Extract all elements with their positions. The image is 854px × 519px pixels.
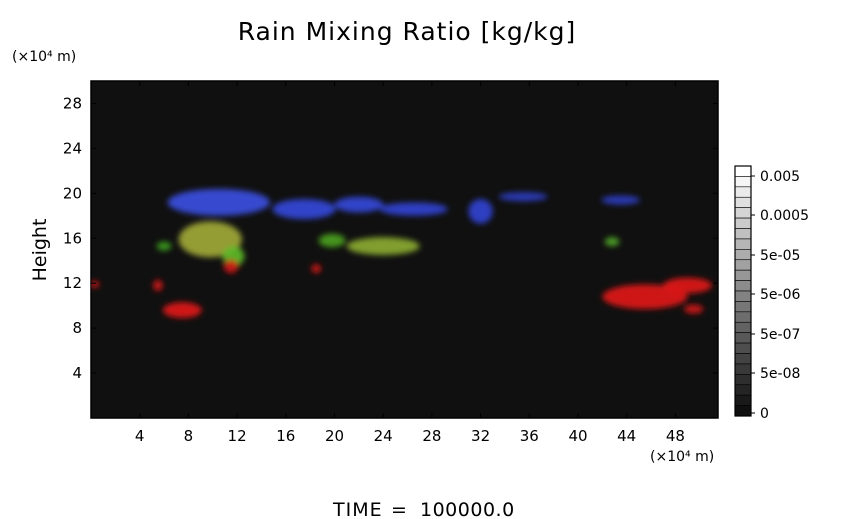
x-axis: 4 8 12 16 20 24 28 32 36 40 44 48 bbox=[135, 81, 685, 445]
data-region-13 bbox=[162, 302, 202, 319]
colorbar-segment bbox=[734, 238, 752, 250]
y-tick-label: 28 bbox=[63, 94, 82, 112]
data-region-11 bbox=[156, 241, 172, 251]
time-value: 100000.0 bbox=[420, 499, 515, 519]
data-region-12 bbox=[604, 237, 620, 247]
data-region-18 bbox=[663, 277, 712, 294]
colorbar-label: 5e-08 bbox=[760, 366, 800, 382]
data-region-9 bbox=[346, 237, 420, 256]
data-region-14 bbox=[223, 259, 239, 274]
colorbar-label: 0.005 bbox=[760, 169, 800, 185]
x-unit-label: (×10⁴ m) bbox=[650, 449, 714, 465]
colorbar-segment bbox=[734, 353, 752, 365]
y-tick-label: 4 bbox=[72, 364, 82, 382]
data-region-1 bbox=[272, 198, 336, 220]
colorbar-segment bbox=[734, 269, 752, 281]
colorbar-segment bbox=[734, 259, 752, 271]
data-region-17 bbox=[602, 284, 688, 310]
colorbar-segment bbox=[734, 374, 752, 386]
colorbar-segment bbox=[734, 363, 752, 375]
colorbar-segment bbox=[734, 186, 752, 198]
colorbar-label: 5e-07 bbox=[760, 327, 800, 343]
data-region-0 bbox=[167, 188, 270, 216]
data-region-10 bbox=[318, 233, 346, 248]
data-region-20 bbox=[91, 280, 100, 288]
data-region-7 bbox=[178, 221, 242, 258]
y-tick-label: 12 bbox=[63, 274, 82, 292]
x-tick-label: 40 bbox=[568, 427, 587, 445]
data-region-19 bbox=[683, 304, 704, 314]
time-label: TIME bbox=[332, 499, 383, 519]
colorbar-segment bbox=[734, 280, 752, 292]
y-tick-label: 24 bbox=[63, 139, 82, 157]
y-tick-label: 16 bbox=[63, 229, 82, 247]
x-tick-label: 24 bbox=[374, 427, 393, 445]
time-equals: = bbox=[391, 499, 407, 519]
colorbar-label: 5e-06 bbox=[760, 287, 800, 303]
colorbar-segment bbox=[734, 217, 752, 229]
colorbar-segment bbox=[734, 290, 752, 302]
colorbar-segment bbox=[734, 249, 752, 261]
colorbar-label: 5e-05 bbox=[760, 248, 800, 264]
colorbar-frame bbox=[734, 165, 752, 417]
data-region-4 bbox=[468, 198, 493, 224]
colorbar-segment bbox=[734, 165, 752, 177]
data-regions bbox=[91, 188, 712, 319]
colorbar-segment bbox=[734, 228, 752, 240]
time-footer: TIME = 100000.0 bbox=[332, 499, 515, 519]
colorbar-segment bbox=[734, 196, 752, 208]
colorbar-segment bbox=[734, 384, 752, 396]
y-axis-label: Height bbox=[29, 219, 51, 282]
x-tick-label: 20 bbox=[325, 427, 344, 445]
x-tick-label: 8 bbox=[184, 427, 194, 445]
data-region-3 bbox=[379, 202, 448, 216]
x-tick-label: 12 bbox=[228, 427, 247, 445]
colorbar-segment bbox=[734, 405, 752, 417]
colorbar-segment bbox=[734, 301, 752, 313]
data-region-16 bbox=[153, 279, 163, 292]
colorbar-label: 0 bbox=[760, 406, 769, 422]
colorbar-segment bbox=[734, 332, 752, 344]
y-tick-label: 8 bbox=[72, 319, 82, 337]
y-unit-label: (×10⁴ m) bbox=[12, 49, 76, 65]
x-tick-label: 36 bbox=[520, 427, 539, 445]
data-region-2 bbox=[334, 196, 384, 213]
chart-title: Rain Mixing Ratio [kg/kg] bbox=[238, 17, 577, 46]
x-tick-label: 48 bbox=[666, 427, 685, 445]
x-tick-label: 28 bbox=[422, 427, 441, 445]
colorbar-segment bbox=[734, 207, 752, 219]
colorbar-segment bbox=[734, 311, 752, 323]
colorbar: 0.005 0.0005 5e-05 5e-06 5e-07 5e-08 0 bbox=[734, 165, 809, 422]
data-region-6 bbox=[601, 195, 641, 205]
colorbar-segment bbox=[734, 176, 752, 188]
colorbar-label: 0.0005 bbox=[760, 208, 809, 224]
colorbar-segment bbox=[734, 321, 752, 333]
x-tick-label: 32 bbox=[471, 427, 490, 445]
x-tick-label: 16 bbox=[276, 427, 295, 445]
x-tick-label: 44 bbox=[617, 427, 636, 445]
colorbar-segment bbox=[734, 342, 752, 354]
y-axis: 4 8 12 16 20 24 28 bbox=[63, 94, 718, 382]
data-region-15 bbox=[311, 264, 322, 274]
data-region-5 bbox=[498, 192, 548, 202]
x-tick-label: 4 bbox=[135, 427, 145, 445]
y-tick-label: 20 bbox=[63, 184, 82, 202]
colorbar-segment bbox=[734, 394, 752, 406]
